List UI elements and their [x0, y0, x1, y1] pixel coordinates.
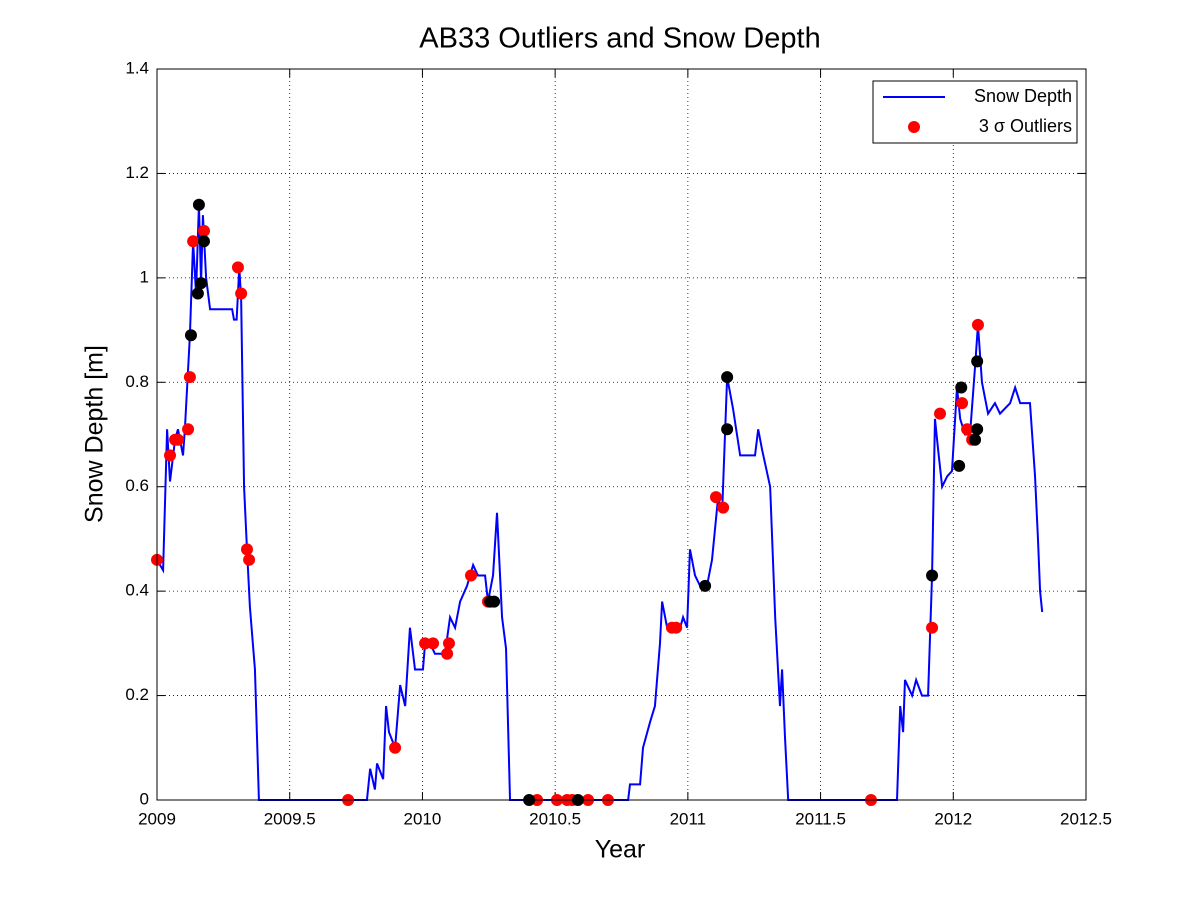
x-tick-label: 2010.5	[529, 809, 581, 828]
outlier-marker	[389, 741, 402, 754]
outlier-marker	[197, 235, 210, 248]
legend-marker	[908, 121, 920, 133]
outlier-marker	[192, 198, 205, 211]
outlier-marker	[240, 543, 253, 556]
outlier-marker	[164, 449, 177, 462]
outlier-marker	[717, 501, 730, 514]
outlier-marker	[926, 621, 939, 634]
outlier-marker	[442, 637, 455, 650]
outlier-marker	[197, 224, 210, 237]
outlier-marker	[934, 407, 947, 420]
outlier-marker	[709, 491, 722, 504]
y-axis-label: Snow Depth [m]	[81, 345, 109, 523]
x-axis-label: Year	[595, 836, 646, 864]
y-tick-label: 0.8	[125, 372, 149, 391]
outlier-marker	[183, 371, 196, 384]
x-tick-label: 2009.5	[264, 809, 316, 828]
legend-label: Snow Depth	[974, 86, 1072, 106]
plot-area	[157, 69, 1086, 800]
outlier-marker	[926, 569, 939, 582]
outlier-marker	[699, 579, 712, 592]
x-tick-label: 2011	[670, 809, 707, 828]
y-tick-label: 0.4	[125, 581, 149, 600]
x-tick-label: 2011.5	[795, 809, 846, 828]
outlier-marker	[191, 287, 204, 300]
outlier-marker	[231, 261, 244, 274]
legend-box	[872, 80, 1078, 144]
outlier-marker	[670, 621, 683, 634]
x-tick-label: 2012	[934, 809, 972, 828]
axes-box	[156, 68, 1087, 801]
outlier-marker	[953, 459, 966, 472]
y-tick-label: 0.2	[125, 685, 149, 704]
x-tick-label: 2012.5	[1060, 809, 1112, 828]
outlier-marker	[971, 318, 984, 331]
outlier-marker	[171, 433, 184, 446]
outlier-marker	[243, 553, 256, 566]
y-tick-label: 0	[140, 789, 149, 808]
legend: Snow Depth 3 σ Outliers	[872, 80, 1078, 144]
outlier-marker	[488, 595, 501, 608]
outlier-marker	[955, 381, 968, 394]
x-tick-label: 2010	[404, 809, 442, 828]
y-tick-label: 1	[140, 267, 149, 286]
y-tick-label: 0.6	[125, 476, 149, 495]
outlier-marker	[465, 569, 478, 582]
outlier-marker	[721, 371, 734, 384]
outlier-marker	[956, 397, 969, 410]
outlier-marker	[971, 355, 984, 368]
outlier-marker	[971, 423, 984, 436]
y-tick-label: 1.2	[125, 163, 149, 182]
legend-label: 3 σ Outliers	[979, 116, 1072, 136]
outlier-marker	[187, 235, 200, 248]
outlier-marker	[969, 433, 982, 446]
chart-title: AB33 Outliers and Snow Depth	[419, 23, 820, 55]
outlier-marker	[721, 423, 734, 436]
outlier-marker	[195, 277, 208, 290]
outlier-marker	[235, 287, 248, 300]
y-tick-label: 1.4	[125, 58, 149, 77]
outlier-marker	[961, 423, 974, 436]
outlier-marker	[182, 423, 195, 436]
outlier-marker	[427, 637, 440, 650]
outlier-marker	[441, 647, 454, 660]
x-tick-label: 2009	[138, 809, 176, 828]
outlier-marker	[184, 329, 197, 342]
